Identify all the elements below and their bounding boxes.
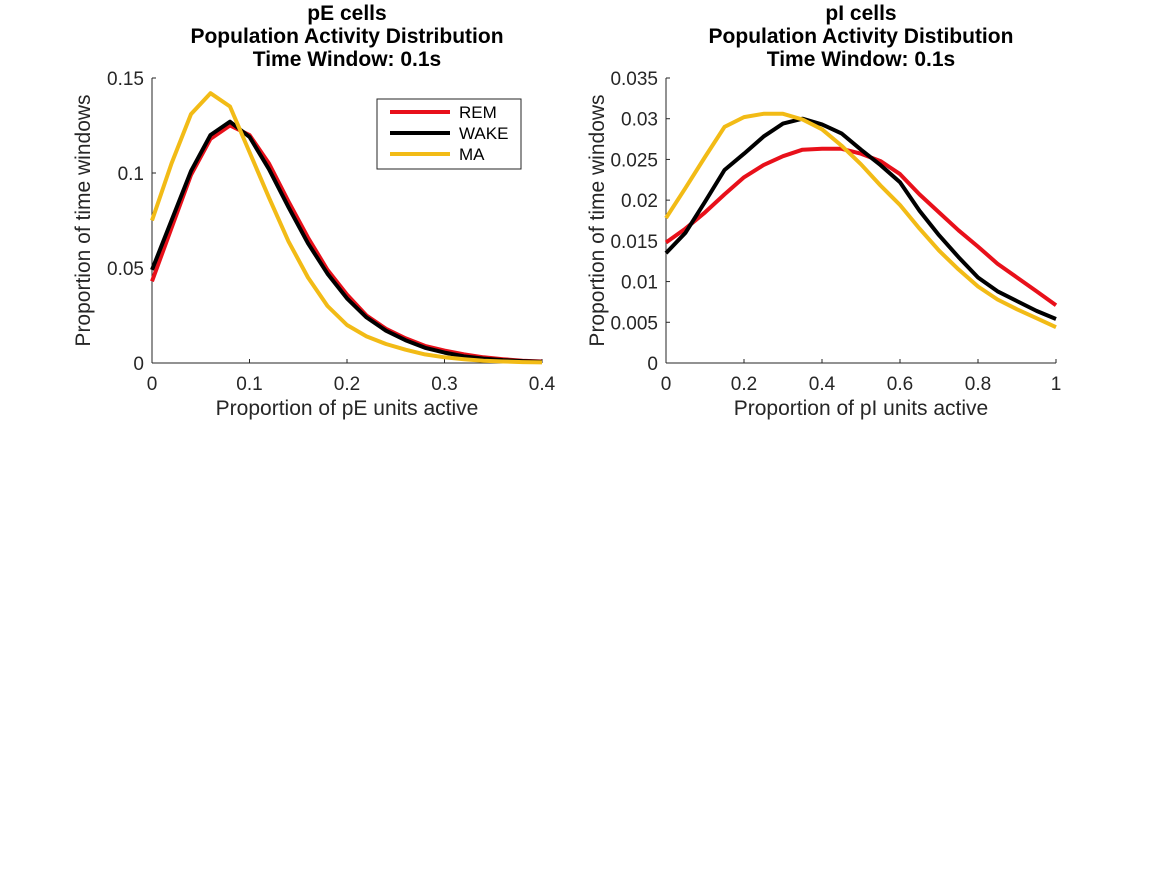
- chart-title-line-2: Population Activity Distibution: [709, 25, 1014, 48]
- series-line-wake: [664, 116, 1057, 321]
- x-axis-label: Proportion of pI units active: [734, 397, 988, 420]
- x-tick-label: 0.2: [334, 374, 360, 395]
- chart-title-line-1: pI cells: [825, 2, 896, 25]
- y-axis-label: Proportion of time windows: [586, 94, 609, 346]
- series-line-ma: [664, 111, 1057, 330]
- y-tick-label: 0.1: [118, 164, 144, 185]
- y-tick-label: 0.015: [610, 232, 658, 253]
- series-line-rem: [664, 146, 1058, 307]
- y-tick-label: 0: [647, 354, 658, 375]
- chart-title-line-2: Population Activity Distribution: [190, 25, 503, 48]
- y-tick-label: 0.03: [621, 110, 658, 131]
- chart-title-line-3: Time Window: 0.1s: [767, 48, 955, 71]
- x-tick-label: 0: [147, 374, 158, 395]
- y-tick-label: 0.05: [107, 259, 144, 280]
- y-tick-label: 0.005: [610, 313, 658, 334]
- x-tick-label: 0.6: [887, 374, 913, 395]
- y-tick-label: 0.025: [610, 150, 658, 171]
- x-tick-label: 1: [1051, 374, 1062, 395]
- x-axis-label: Proportion of pE units active: [216, 397, 479, 420]
- x-tick-label: 0.3: [431, 374, 457, 395]
- y-tick-label: 0.15: [107, 69, 144, 90]
- legend-label-rem: REM: [459, 103, 497, 122]
- x-tick-label: 0.1: [236, 374, 262, 395]
- chart-title-line-3: Time Window: 0.1s: [253, 48, 441, 71]
- x-tick-label: 0.8: [965, 374, 991, 395]
- legend: REM WAKE MA: [376, 98, 522, 170]
- y-axis-label: Proportion of time windows: [72, 94, 95, 346]
- x-tick-label: 0.4: [809, 374, 836, 395]
- y-tick-label: 0.035: [610, 69, 658, 90]
- legend-label-wake: WAKE: [459, 124, 508, 143]
- y-tick-label: 0.01: [621, 273, 658, 294]
- x-tick-label: 0.4: [529, 374, 556, 395]
- legend-label-ma: MA: [459, 145, 485, 164]
- y-tick-label: 0: [133, 354, 144, 375]
- x-tick-label: 0.2: [731, 374, 757, 395]
- y-tick-label: 0.02: [621, 191, 658, 212]
- x-tick-label: 0: [661, 374, 672, 395]
- series-line-ma: [150, 91, 543, 365]
- series-line-wake: [150, 119, 543, 364]
- chart-title-line-1: pE cells: [307, 2, 386, 25]
